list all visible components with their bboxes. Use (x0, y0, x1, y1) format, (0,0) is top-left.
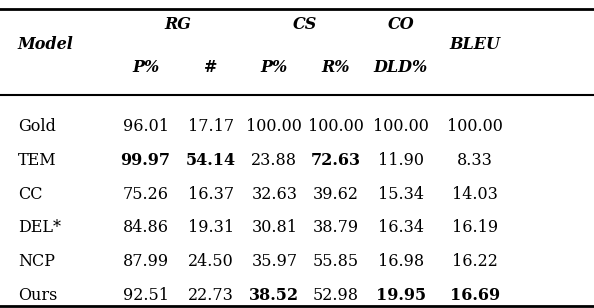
Text: 75.26: 75.26 (122, 185, 169, 203)
Text: 16.37: 16.37 (188, 185, 234, 203)
Text: 100.00: 100.00 (447, 118, 503, 135)
Text: Gold: Gold (18, 118, 56, 135)
Text: R%: R% (321, 59, 350, 76)
Text: 15.34: 15.34 (378, 185, 424, 203)
Text: 16.34: 16.34 (378, 219, 424, 237)
Text: NCP: NCP (18, 253, 55, 270)
Text: CC: CC (18, 185, 42, 203)
Text: DEL*: DEL* (18, 219, 61, 237)
Text: 38.52: 38.52 (249, 287, 299, 304)
Text: 16.19: 16.19 (452, 219, 498, 237)
Text: 8.33: 8.33 (457, 152, 493, 169)
Text: 16.69: 16.69 (450, 287, 500, 304)
Text: 55.85: 55.85 (312, 253, 359, 270)
Text: 14.03: 14.03 (452, 185, 498, 203)
Text: 16.98: 16.98 (378, 253, 424, 270)
Text: Model: Model (18, 36, 74, 53)
Text: 19.31: 19.31 (188, 219, 234, 237)
Text: DLD%: DLD% (374, 59, 428, 76)
Text: 17.17: 17.17 (188, 118, 234, 135)
Text: 54.14: 54.14 (186, 152, 236, 169)
Text: 87.99: 87.99 (122, 253, 169, 270)
Text: 23.88: 23.88 (251, 152, 298, 169)
Text: 16.22: 16.22 (452, 253, 498, 270)
Text: Ours: Ours (18, 287, 57, 304)
Text: 32.63: 32.63 (251, 185, 298, 203)
Text: 19.95: 19.95 (376, 287, 426, 304)
Text: 92.51: 92.51 (122, 287, 169, 304)
Text: 99.97: 99.97 (121, 152, 170, 169)
Text: 100.00: 100.00 (247, 118, 302, 135)
Text: 22.73: 22.73 (188, 287, 234, 304)
Text: 84.86: 84.86 (122, 219, 169, 237)
Text: 11.90: 11.90 (378, 152, 424, 169)
Text: 72.63: 72.63 (311, 152, 361, 169)
Text: 100.00: 100.00 (373, 118, 429, 135)
Text: #: # (204, 59, 217, 76)
Text: 52.98: 52.98 (312, 287, 359, 304)
Text: 100.00: 100.00 (308, 118, 364, 135)
Text: TEM: TEM (18, 152, 56, 169)
Text: CO: CO (387, 16, 415, 33)
Text: 35.97: 35.97 (251, 253, 298, 270)
Text: 96.01: 96.01 (122, 118, 169, 135)
Text: CS: CS (293, 16, 317, 33)
Text: 38.79: 38.79 (312, 219, 359, 237)
Text: 39.62: 39.62 (312, 185, 359, 203)
Text: P%: P% (132, 59, 159, 76)
Text: P%: P% (261, 59, 288, 76)
Text: BLEU: BLEU (450, 36, 501, 53)
Text: 30.81: 30.81 (251, 219, 298, 237)
Text: 24.50: 24.50 (188, 253, 234, 270)
Text: RG: RG (165, 16, 192, 33)
